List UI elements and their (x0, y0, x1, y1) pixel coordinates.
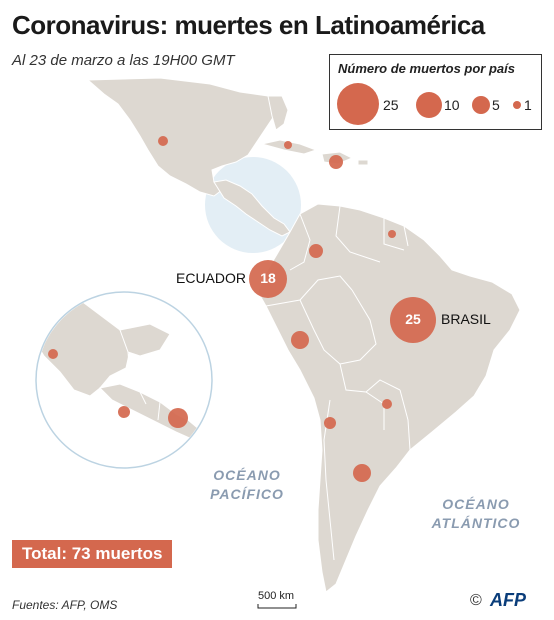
map-subtitle: Al 23 de marzo a las 19H00 GMT (12, 52, 235, 69)
ecuador-count: 18 (260, 270, 276, 286)
bubble-guyana (388, 230, 396, 238)
bubble-argentina (353, 464, 371, 482)
pacific-line2: PACÍFICO (210, 486, 284, 502)
legend-label-25: 25 (383, 97, 399, 113)
bubble-brasil (390, 297, 436, 343)
bubble-inset-mexico (48, 349, 58, 359)
label-ecuador: ECUADOR (176, 270, 247, 286)
total-badge: Total: 73 muertos (12, 540, 173, 568)
legend-label-1: 1 (524, 97, 532, 113)
legend-label-5: 5 (492, 97, 500, 113)
legend: Número de muertos por país 25 10 5 1 (329, 54, 542, 130)
land-florida (267, 95, 289, 131)
scale-bar (257, 604, 297, 609)
afp-logo: AFP (490, 590, 526, 610)
map-title: Coronavirus: muertes en Latinoamérica (12, 10, 485, 40)
label-atlantic-ocean: OCÉANO ATLÁNTICO (428, 495, 524, 533)
legend-circles (337, 83, 521, 125)
bubble-cuba (284, 141, 292, 149)
land-puerto-rico (357, 159, 369, 166)
pacific-line1: OCÉANO (213, 467, 281, 483)
bubble-colombia (309, 244, 323, 258)
atlantic-line2: ATLÁNTICO (431, 515, 521, 531)
legend-circle-5 (472, 96, 490, 114)
bubble-paraguay (382, 399, 392, 409)
legend-label-10: 10 (444, 97, 460, 113)
scale-label: 500 km (258, 590, 295, 602)
bubble-inset-costa-rica (118, 406, 130, 418)
bubble-chile (324, 417, 336, 429)
atlantic-line1: OCÉANO (442, 496, 510, 512)
label-pacific-ocean: OCÉANO PACÍFICO (205, 466, 289, 504)
bubble-inset-panama (168, 408, 188, 428)
inset-circle (35, 291, 213, 469)
bubble-dominican-republic (329, 155, 343, 169)
label-brasil: BRASIL (441, 311, 491, 327)
legend-title: Número de muertos por país (338, 61, 515, 76)
legend-circle-1 (513, 101, 521, 109)
bubbles (48, 136, 436, 482)
bubble-peru (291, 331, 309, 349)
bubble-mexico (158, 136, 168, 146)
sources: Fuentes: AFP, OMS (12, 598, 118, 612)
copyright-icon: © (470, 592, 482, 609)
legend-circle-25 (337, 83, 379, 125)
legend-circle-10 (416, 92, 442, 118)
land-south-america (257, 203, 521, 593)
brasil-count: 25 (405, 311, 421, 327)
bubble-ecuador (249, 260, 287, 298)
